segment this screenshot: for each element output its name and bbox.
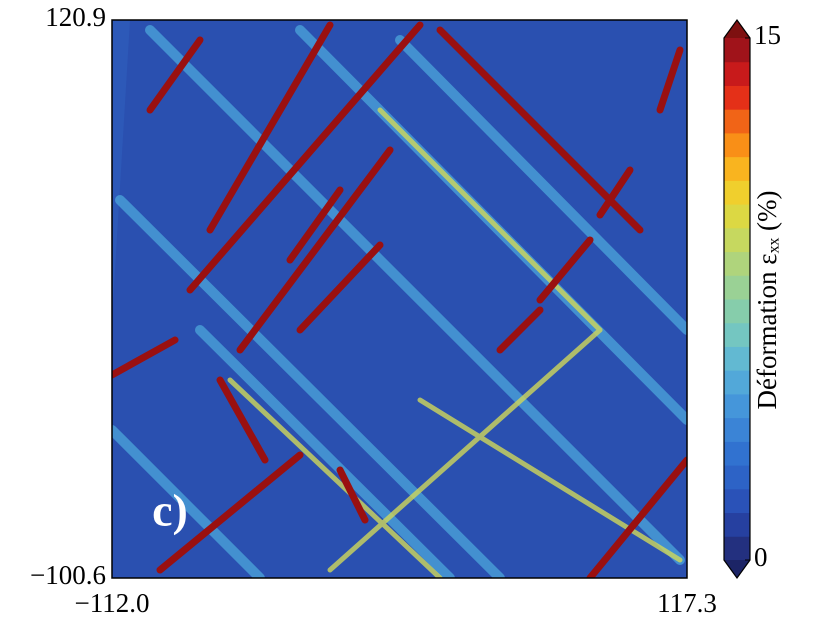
x-tick-label: 117.3	[657, 588, 717, 618]
colorbar-segment	[724, 180, 750, 205]
colorbar-segment	[724, 132, 750, 158]
colorbar-segment	[724, 156, 750, 181]
colorbar-segment	[724, 109, 750, 134]
colorbar-segment	[724, 227, 750, 253]
colorbar-segment	[724, 61, 750, 86]
colorbar-under	[724, 560, 750, 578]
colorbar-segment	[724, 441, 750, 466]
colorbar-segment	[724, 488, 750, 514]
colorbar-segment	[724, 204, 750, 229]
colorbar-segment	[724, 322, 750, 347]
colorbar-segment	[724, 38, 750, 63]
strain-field	[112, 20, 687, 578]
colorbar-tick-label: 15	[754, 20, 781, 50]
colorbar-segment	[724, 346, 750, 371]
colorbar-segment	[724, 393, 750, 419]
x-tick-label: −112.0	[75, 588, 150, 618]
panel-label: c)	[152, 485, 188, 536]
colorbar-segment	[724, 512, 750, 537]
plot-frame	[111, 19, 688, 579]
colorbar-segment	[724, 275, 750, 300]
colorbar-segment	[724, 299, 750, 324]
colorbar-segment	[724, 370, 750, 395]
colorbar-segment	[724, 85, 750, 110]
y-tick-label: −100.6	[30, 560, 106, 590]
colorbar-tick-label: 0	[754, 542, 768, 572]
colorbar-segment	[724, 536, 750, 561]
colorbar-segment	[724, 417, 750, 442]
y-tick-label: 120.9	[45, 2, 106, 32]
colorbar-segment	[724, 465, 750, 490]
colorbar-segment	[724, 251, 750, 276]
colorbar-label: Déformation εₓₓ (%)	[752, 191, 782, 410]
colorbar-over	[724, 20, 750, 38]
